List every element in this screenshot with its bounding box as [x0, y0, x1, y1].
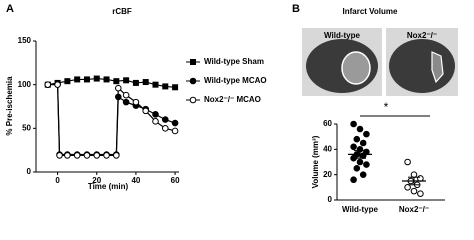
marker [350, 143, 357, 151]
marker [113, 78, 120, 85]
series-line [47, 84, 176, 157]
marker [410, 171, 418, 178]
y-axis-label: Volume (mm³) [311, 135, 320, 188]
panel-label: B [292, 3, 300, 15]
marker [363, 130, 370, 138]
marker [54, 81, 61, 88]
infarct [431, 51, 444, 84]
marker [142, 107, 150, 115]
marker [356, 125, 364, 133]
y-tick-label: 150 [18, 36, 32, 45]
marker [122, 98, 130, 106]
legend-marker [189, 77, 197, 85]
marker [103, 152, 110, 159]
x-tick-label: 20 [92, 176, 101, 185]
x-tick-label: Wild-type [342, 205, 378, 214]
marker [410, 187, 418, 195]
y-tick-label: 0 [328, 195, 333, 204]
marker [152, 111, 159, 118]
chart-title: Infarct Volume [343, 7, 399, 16]
brain-images [302, 28, 458, 96]
marker [356, 158, 364, 166]
y-tick-label: 20 [323, 170, 332, 179]
significance-label: * [384, 100, 389, 114]
y-axis-label: % Pre-ischemia [5, 76, 14, 136]
image-label: Nox2⁻/⁻ [407, 31, 437, 40]
marker [359, 152, 367, 159]
marker [172, 84, 179, 91]
marker [132, 79, 139, 86]
y-tick-label: 50 [22, 123, 31, 132]
y-tick-label: 100 [18, 80, 32, 89]
marker [417, 190, 424, 197]
marker [83, 152, 91, 159]
marker [161, 125, 169, 132]
marker [359, 139, 367, 147]
x-tick-label: 60 [171, 176, 180, 185]
marker [113, 152, 120, 159]
panel-label: A [6, 3, 14, 15]
legend-label: Wild-type Sham [204, 57, 264, 66]
legend-marker [189, 96, 197, 104]
y-tick-label: 40 [323, 144, 332, 153]
marker [83, 76, 90, 83]
legend-marker [190, 59, 196, 65]
marker [73, 152, 81, 159]
marker [103, 76, 110, 83]
marker [93, 75, 100, 82]
marker [171, 119, 179, 127]
image-label: Wild-type [324, 31, 360, 40]
marker [152, 118, 159, 125]
legend-label: Nox2⁻/⁻ MCAO [204, 95, 261, 104]
marker [123, 77, 130, 84]
brain-section [389, 39, 455, 93]
marker [162, 83, 169, 90]
marker [404, 184, 411, 191]
y-tick-label: 0 [27, 167, 32, 176]
figure: A rCBF Time (min) % Pre-ischemia B Infar… [5, 3, 458, 214]
x-tick-label: 40 [131, 176, 140, 185]
marker [363, 161, 370, 168]
marker [359, 171, 367, 178]
marker [56, 152, 63, 159]
marker [353, 165, 361, 172]
marker [132, 98, 140, 106]
marker [152, 81, 159, 88]
marker [171, 127, 179, 135]
marker [114, 84, 122, 92]
series-line [47, 83, 176, 156]
marker [44, 81, 52, 88]
x-tick-label: 0 [55, 176, 60, 185]
marker [74, 76, 81, 83]
marker [122, 91, 130, 99]
marker [350, 176, 357, 184]
marker [93, 152, 101, 159]
marker [350, 120, 357, 128]
x-tick-label: Nox2⁻/⁻ [399, 205, 429, 214]
marker [404, 158, 411, 166]
y-tick-label: 60 [323, 119, 332, 128]
legend-label: Wild-type MCAO [204, 76, 267, 85]
marker [64, 152, 71, 159]
x-axis-label: Time (min) [88, 182, 129, 191]
marker [161, 116, 169, 123]
chart-title: rCBF [112, 7, 132, 16]
infarct [341, 51, 371, 85]
marker [353, 135, 361, 143]
marker [142, 79, 149, 86]
marker [64, 78, 71, 85]
